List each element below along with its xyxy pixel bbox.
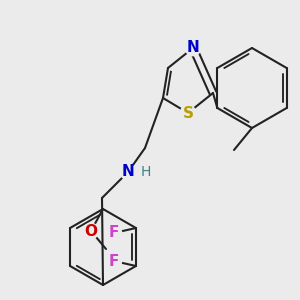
Circle shape (185, 40, 201, 56)
Text: N: N (122, 164, 134, 179)
Circle shape (106, 225, 122, 241)
Text: F: F (109, 226, 119, 241)
Text: S: S (182, 106, 194, 121)
Circle shape (83, 223, 99, 239)
Text: F: F (109, 254, 119, 268)
Circle shape (180, 105, 196, 121)
Circle shape (106, 253, 122, 269)
Text: N: N (187, 40, 200, 56)
Circle shape (120, 164, 136, 180)
Text: O: O (85, 224, 98, 238)
Text: H: H (141, 165, 151, 179)
